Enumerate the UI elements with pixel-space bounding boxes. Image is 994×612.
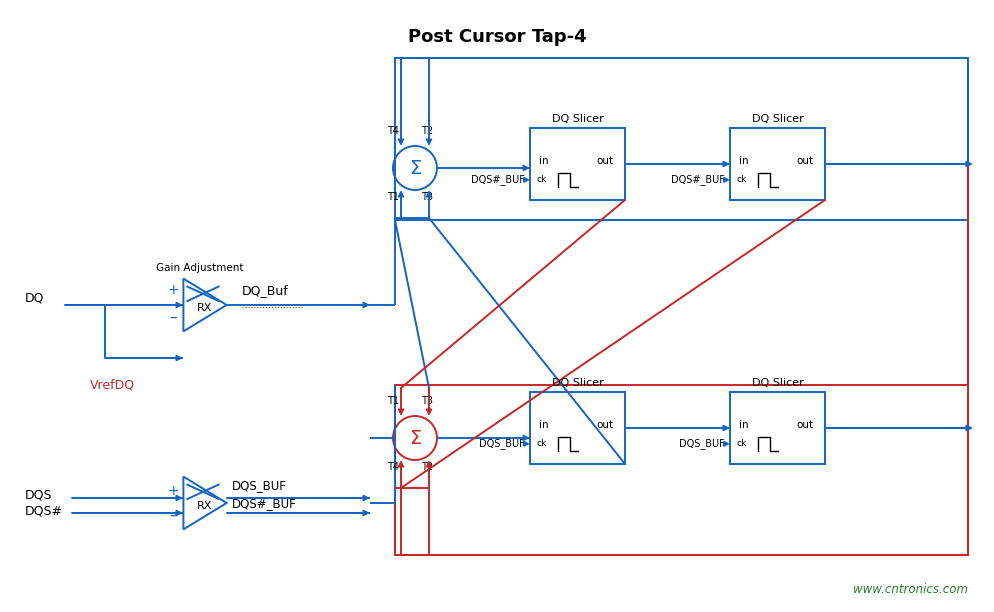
Text: –: – (169, 507, 177, 523)
Text: out: out (596, 156, 613, 166)
Text: ck: ck (537, 439, 547, 449)
Text: $\Sigma$: $\Sigma$ (409, 159, 421, 177)
Text: T2: T2 (421, 126, 433, 136)
Text: DQS#: DQS# (25, 504, 63, 518)
Text: DQ Slicer: DQ Slicer (552, 378, 603, 388)
Text: $\Sigma$: $\Sigma$ (409, 428, 421, 447)
Text: T2: T2 (421, 462, 433, 472)
Text: T4: T4 (387, 462, 399, 472)
Bar (395, 385, 968, 555)
Text: T4: T4 (387, 126, 399, 136)
Text: DQ_Buf: DQ_Buf (242, 284, 288, 297)
Text: DQ Slicer: DQ Slicer (751, 378, 803, 388)
Text: out: out (796, 156, 813, 166)
Text: in: in (740, 420, 748, 430)
Text: DQS_BUF: DQS_BUF (479, 438, 525, 449)
Text: T1: T1 (387, 396, 399, 406)
Text: DQ: DQ (25, 291, 45, 305)
Text: T1: T1 (387, 192, 399, 202)
Text: RX: RX (198, 303, 213, 313)
Text: T3: T3 (421, 192, 433, 202)
Bar (530, 392, 625, 464)
Text: VrefDQ: VrefDQ (90, 378, 135, 391)
Text: out: out (796, 420, 813, 430)
Text: T3: T3 (421, 396, 433, 406)
Bar (395, 58, 968, 220)
Text: ck: ck (737, 176, 747, 184)
Bar (530, 128, 625, 200)
Text: DQS#_BUF: DQS#_BUF (671, 174, 725, 185)
Text: DQS#_BUF: DQS#_BUF (471, 174, 525, 185)
Text: –: – (169, 310, 177, 324)
Text: +: + (167, 484, 179, 498)
Text: DQS: DQS (25, 488, 53, 501)
Text: DQS_BUF: DQS_BUF (232, 479, 287, 492)
Text: +: + (167, 283, 179, 297)
Bar (730, 392, 825, 464)
Text: DQS_BUF: DQS_BUF (679, 438, 725, 449)
Text: Post Cursor Tap-4: Post Cursor Tap-4 (408, 28, 586, 46)
Bar (730, 128, 825, 200)
Text: DQ Slicer: DQ Slicer (751, 114, 803, 124)
Text: DQ Slicer: DQ Slicer (552, 114, 603, 124)
Text: RX: RX (198, 501, 213, 511)
Text: out: out (596, 420, 613, 430)
Text: DQS#_BUF: DQS#_BUF (232, 497, 297, 510)
Text: www.cntronics.com: www.cntronics.com (853, 583, 968, 596)
Text: ck: ck (537, 176, 547, 184)
Text: in: in (539, 156, 549, 166)
Text: ck: ck (737, 439, 747, 449)
Text: Gain Adjustment: Gain Adjustment (156, 263, 244, 273)
Text: in: in (539, 420, 549, 430)
Text: in: in (740, 156, 748, 166)
